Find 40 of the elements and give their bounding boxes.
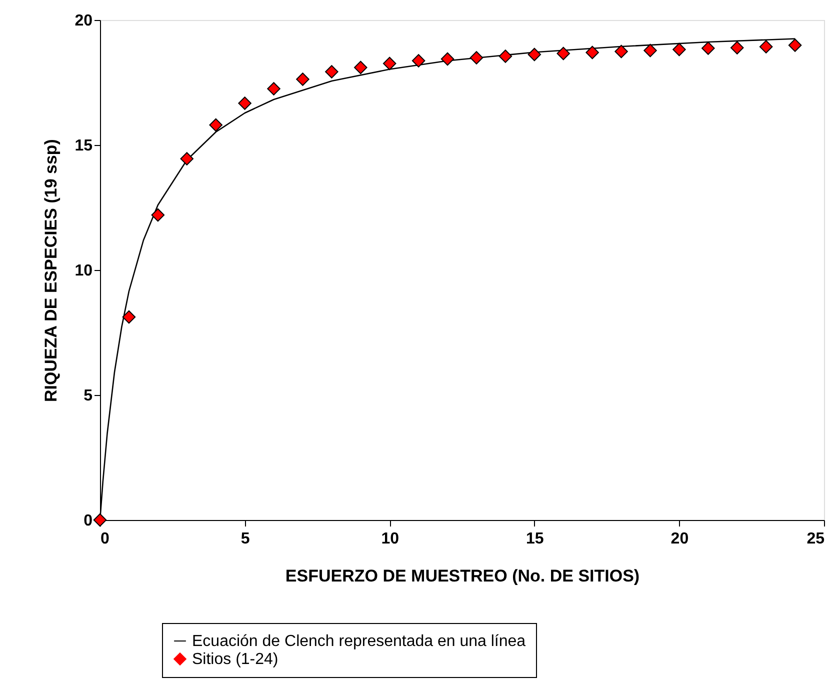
y-tick-label: 5	[84, 388, 93, 404]
point	[528, 48, 542, 62]
x-axis-title: ESFUERZO DE MUESTREO (No. DE SITIOS)	[285, 566, 640, 586]
x-tick-label: 15	[526, 530, 544, 548]
x-tick-label: 20	[670, 530, 689, 548]
x-tick-label: 5	[240, 530, 250, 548]
point	[354, 60, 368, 74]
point	[788, 38, 802, 52]
point	[151, 208, 165, 222]
point	[180, 152, 194, 166]
point	[586, 46, 599, 60]
point	[672, 42, 686, 56]
point	[470, 51, 484, 64]
point	[325, 65, 338, 78]
legend-label: Sitios (1-24)	[192, 651, 278, 668]
point	[498, 50, 512, 63]
point	[644, 44, 657, 58]
point	[296, 72, 310, 86]
y-axis-title: RIQUEZA DE ESPECIES (19 ssp)	[42, 139, 61, 402]
y-tick-label: 20	[74, 12, 93, 30]
y-tick-label: 10	[74, 262, 93, 280]
point	[238, 96, 252, 110]
x-tick-label: 0	[100, 530, 110, 548]
legend-label: Ecuación de Clench representada en una línea	[192, 633, 526, 650]
x-tick-label: 10	[381, 530, 400, 548]
point	[382, 56, 396, 70]
point	[702, 42, 715, 55]
point	[440, 52, 454, 66]
point	[759, 40, 773, 54]
point	[122, 310, 136, 324]
point	[267, 82, 280, 96]
point	[730, 41, 744, 54]
point	[412, 54, 426, 68]
point	[556, 46, 570, 60]
point	[614, 44, 628, 58]
x-tick-label: 25	[806, 530, 825, 548]
y-tick-label: 0	[84, 512, 93, 530]
y-tick-label: 15	[74, 138, 93, 154]
point	[93, 513, 107, 527]
point	[209, 118, 222, 132]
